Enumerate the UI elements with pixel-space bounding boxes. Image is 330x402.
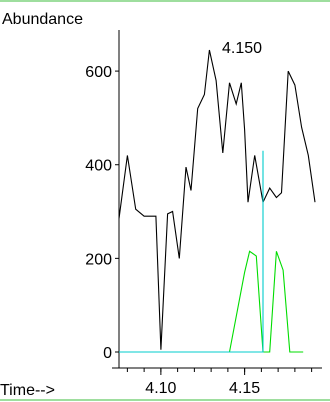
y-tick-label-600: 600 (85, 64, 112, 81)
peak-annotation: 4.150 (222, 40, 262, 57)
series-line-0 (118, 49, 316, 350)
y-tick-label-200: 200 (85, 251, 112, 268)
x-tick-label-1: 4.15 (229, 380, 260, 397)
x-tick-label-0: 4.10 (145, 380, 176, 397)
y-tick-label-0: 0 (103, 345, 112, 362)
x-axis-label: Time--> (0, 382, 55, 399)
series-line-2 (119, 150, 264, 353)
series-line-1 (119, 250, 304, 353)
y-tick-label-400: 400 (85, 158, 112, 175)
y-axis-label: Abundance (2, 11, 83, 28)
